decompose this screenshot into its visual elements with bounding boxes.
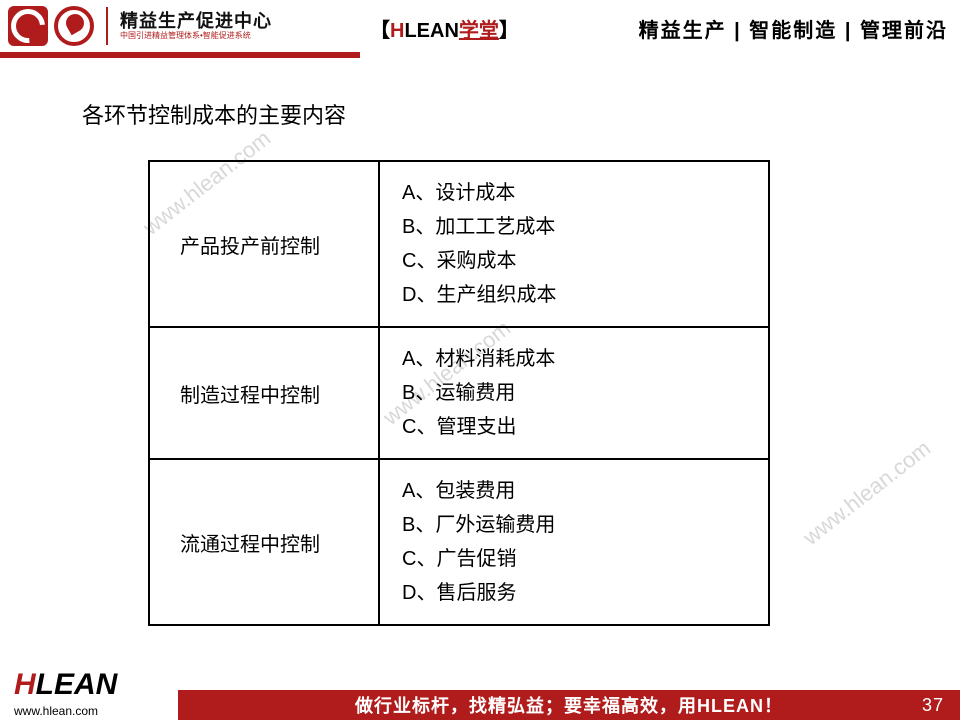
footer-page: 37 [922,695,944,716]
table-body: 产品投产前控制A、设计成本B、加工工艺成本C、采购成本D、生产组织成本制造过程中… [149,161,769,625]
logo-divider [106,7,108,45]
middle-xuetang: 学堂 [459,20,499,42]
table-cell-right: A、材料消耗成本B、运输费用C、管理支出 [379,327,769,459]
table-cell-left: 产品投产前控制 [149,161,379,327]
footer-logo: HLEAN [14,668,117,702]
bracket-right: 】 [499,20,519,42]
header-right: 精益生产 | 智能制造 | 管理前沿 [639,14,948,43]
table-cell-left: 流通过程中控制 [149,459,379,625]
watermark: www.hlean.com [798,435,935,550]
red-bar [0,52,360,58]
table-row: 产品投产前控制A、设计成本B、加工工艺成本C、采购成本D、生产组织成本 [149,161,769,327]
table-cell-right: A、包装费用B、厂外运输费用C、广告促销D、售后服务 [379,459,769,625]
table-cell-left: 制造过程中控制 [149,327,379,459]
footer-logo-lean: LEAN [36,668,118,701]
page-title: 各环节控制成本的主要内容 [82,98,346,130]
header-middle: 【HLEAN学堂】 [370,14,519,43]
logo-text: 精益生产促进中心 中国引进精益管理体系•智能促进系统 [120,12,272,41]
logo-text-sub: 中国引进精益管理体系•智能促进系统 [120,32,272,41]
table-cell-right: A、设计成本B、加工工艺成本C、采购成本D、生产组织成本 [379,161,769,327]
header: 精益生产促进中心 中国引进精益管理体系•智能促进系统 【HLEAN学堂】 精益生… [0,0,960,52]
middle-h: H [390,20,404,42]
table-row: 流通过程中控制A、包装费用B、厂外运输费用C、广告促销D、售后服务 [149,459,769,625]
footer-logo-h: H [14,668,36,701]
logo-text-main: 精益生产促进中心 [120,12,272,32]
bracket-left: 【 [370,20,390,42]
footer-url: www.hlean.com [14,704,98,718]
logo-section: 精益生产促进中心 中国引进精益管理体系•智能促进系统 [0,6,272,46]
logo-circle-icon [54,6,94,46]
middle-lean: LEAN [404,20,458,42]
footer: HLEAN www.hlean.com 做行业标杆，找精弘益；要幸福高效，用HL… [0,676,960,720]
footer-slogan: 做行业标杆，找精弘益；要幸福高效，用HLEAN！ [355,692,783,718]
logo-c-icon [8,6,48,46]
main-table: 产品投产前控制A、设计成本B、加工工艺成本C、采购成本D、生产组织成本制造过程中… [148,160,770,626]
table-row: 制造过程中控制A、材料消耗成本B、运输费用C、管理支出 [149,327,769,459]
footer-bar: 做行业标杆，找精弘益；要幸福高效，用HLEAN！ 37 [178,690,960,720]
